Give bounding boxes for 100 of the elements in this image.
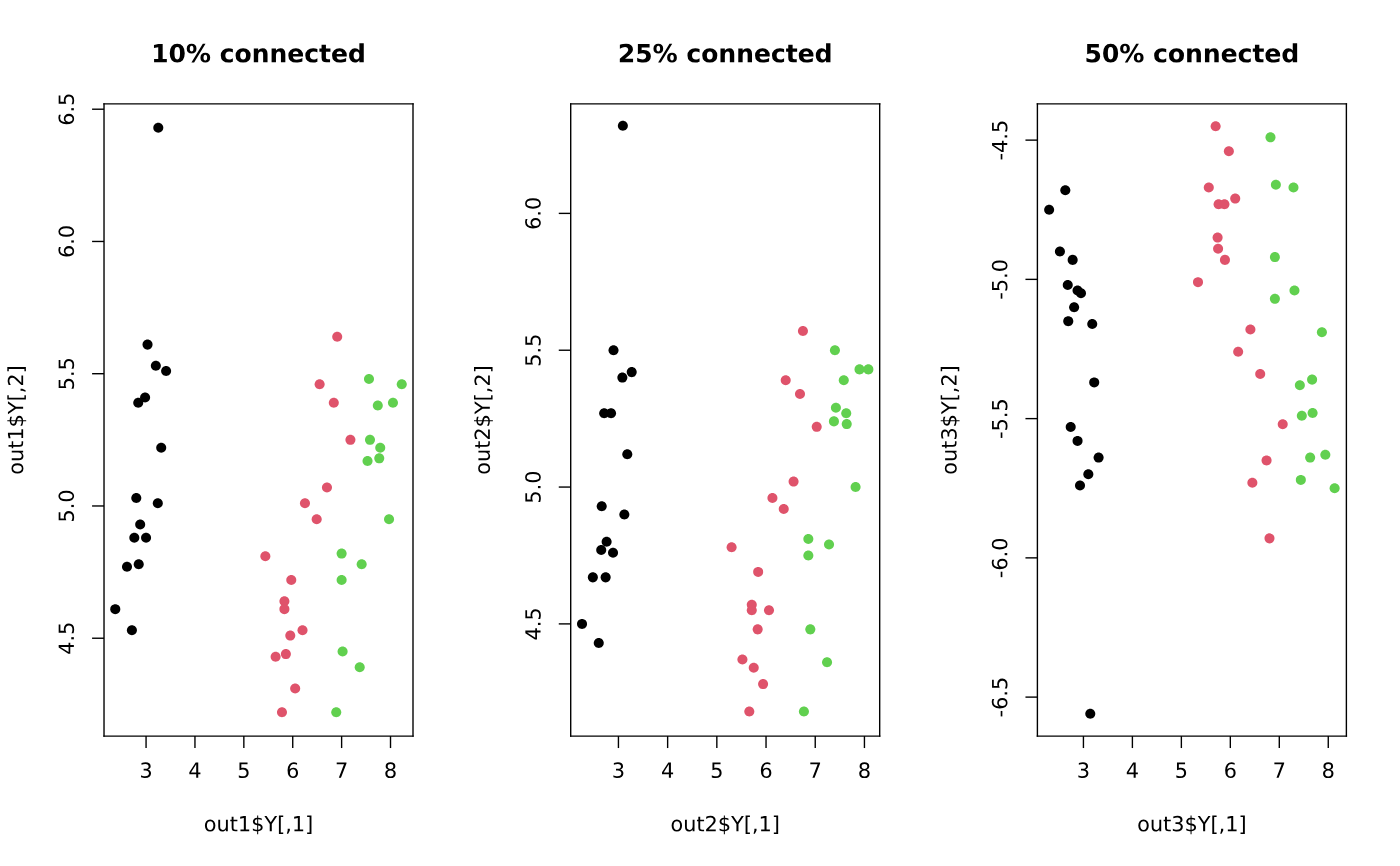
point [161, 366, 172, 377]
point [1089, 377, 1100, 388]
x-tick-label: 8 [385, 762, 396, 779]
point [279, 604, 290, 615]
point [1069, 302, 1080, 313]
point [1264, 533, 1275, 544]
point [1316, 327, 1327, 338]
point [617, 120, 628, 131]
point [596, 545, 607, 556]
y-tick-label: -5.5 [992, 400, 1008, 438]
point [297, 625, 308, 636]
point [129, 532, 140, 543]
point [829, 345, 840, 356]
point [133, 397, 144, 408]
point [805, 624, 816, 635]
y-tick-label: 4.5 [525, 609, 541, 640]
x-tick-label: 4 [1126, 762, 1138, 778]
point [753, 566, 764, 577]
x-tick-label: 5 [238, 762, 249, 779]
point [803, 534, 814, 545]
point [1087, 318, 1098, 329]
point [280, 649, 291, 660]
y-tick-label: 5.0 [58, 490, 75, 521]
x-tick-label: 5 [1176, 762, 1187, 779]
point [140, 392, 151, 403]
point [156, 442, 167, 453]
point [1074, 480, 1086, 491]
point [1083, 469, 1094, 480]
y-tick-label: 6.0 [58, 226, 75, 257]
point [854, 364, 865, 375]
point [141, 532, 152, 543]
point [1269, 293, 1280, 304]
point [608, 345, 619, 356]
point [299, 498, 310, 509]
point [356, 559, 367, 570]
point [1230, 193, 1241, 204]
x-tick-label: 4 [662, 762, 674, 778]
point [828, 416, 839, 427]
point [270, 651, 281, 662]
point [387, 397, 398, 408]
point [1213, 243, 1224, 254]
point [622, 449, 633, 460]
point [850, 482, 861, 493]
y-tick-label: -5.0 [991, 260, 1008, 299]
point [1060, 185, 1071, 196]
point [285, 630, 296, 641]
point [1044, 204, 1055, 215]
point [345, 434, 356, 445]
point [1210, 121, 1221, 132]
point [332, 331, 343, 342]
point [619, 509, 630, 520]
point [748, 662, 759, 673]
point [1063, 316, 1074, 327]
point [152, 498, 163, 509]
point [337, 646, 348, 657]
x-axis-title: out1$Y[,1] [204, 815, 312, 835]
x-tick-label: 3 [613, 762, 624, 779]
point [1269, 252, 1280, 263]
point [811, 421, 822, 432]
point [121, 561, 133, 572]
point [142, 339, 153, 350]
point [1261, 455, 1272, 466]
point [372, 400, 383, 411]
point [135, 519, 146, 530]
y-tick-label: -6.0 [991, 538, 1008, 578]
point [778, 503, 789, 514]
point [798, 706, 809, 717]
point [788, 476, 799, 487]
x-axis-title: out2$Y[,1] [671, 815, 779, 835]
point [314, 379, 325, 390]
x-tick-label: 8 [859, 762, 870, 779]
point [626, 367, 637, 378]
point [1305, 452, 1316, 463]
y-tick-label: 5.5 [525, 335, 541, 366]
point [593, 638, 604, 649]
point [363, 374, 375, 385]
point [321, 482, 332, 493]
point [276, 707, 287, 718]
point [841, 419, 852, 430]
point [1307, 374, 1318, 385]
point [841, 408, 852, 419]
point [1062, 279, 1073, 290]
point [1270, 179, 1281, 190]
point [153, 122, 164, 133]
point [608, 547, 619, 558]
y-tick-label: 5.5 [58, 358, 75, 389]
point [336, 548, 347, 559]
point [1277, 419, 1288, 430]
point [1093, 452, 1104, 463]
point [744, 706, 755, 717]
point [131, 493, 142, 504]
point [1247, 477, 1258, 488]
point [577, 618, 588, 629]
point [1233, 346, 1244, 357]
x-tick-label: 6 [760, 762, 772, 779]
point [1294, 380, 1305, 391]
chart-title: 25% connected [619, 43, 831, 63]
point [286, 575, 297, 586]
y-axis-title: out1$Y[,2] [7, 367, 27, 474]
point [354, 662, 365, 673]
